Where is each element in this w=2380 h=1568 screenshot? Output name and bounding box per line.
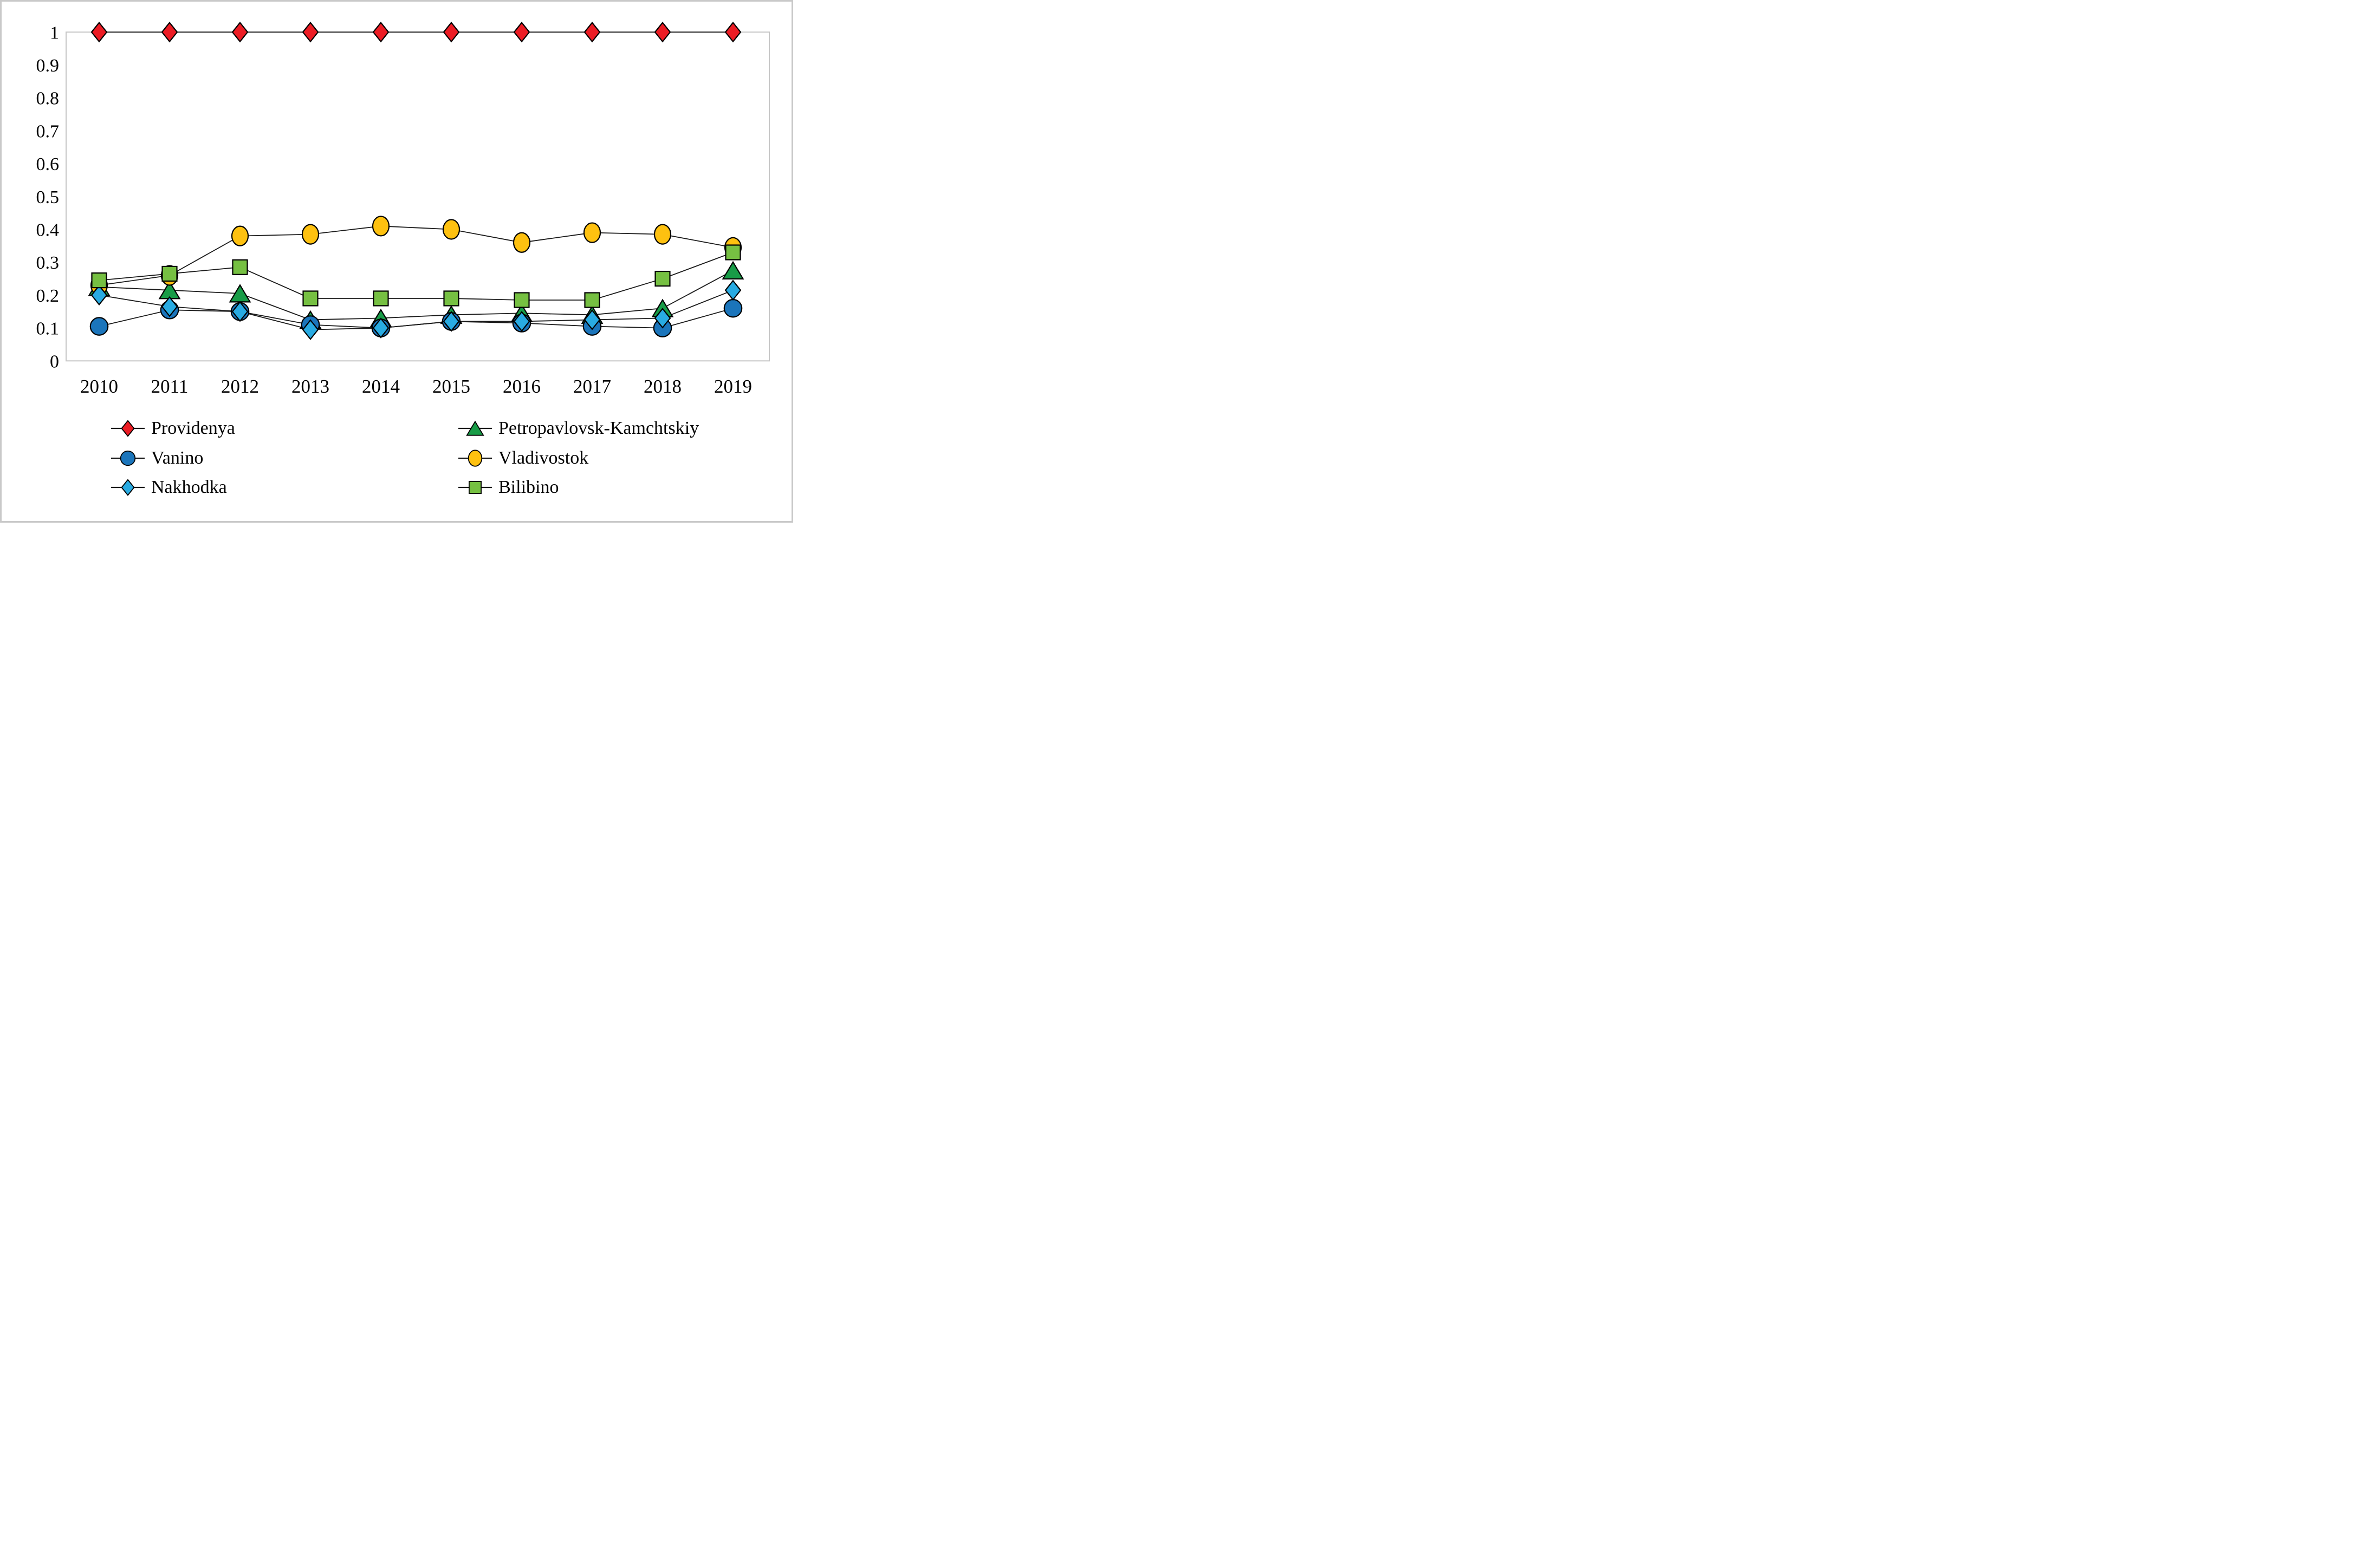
data-point-nakhodka-2013	[302, 319, 319, 340]
data-point-providenya-2015	[443, 22, 460, 43]
y-tick-label: 0.3	[36, 253, 60, 273]
data-point-petropavlovsk-kamchtskiy-2019	[722, 261, 744, 279]
data-point-nakhodka-2010	[90, 284, 108, 306]
series-line-vladivostok	[99, 225, 734, 286]
x-tick-label: 2017	[573, 376, 611, 397]
y-tick-label: 0.2	[36, 286, 60, 306]
bilibino-square-icon	[458, 481, 492, 494]
x-tick-label: 2011	[151, 376, 189, 397]
data-point-nakhodka-2014	[372, 317, 390, 339]
legend-item-bilibino: Bilibino	[455, 477, 559, 498]
vladivostok-circle-icon	[458, 450, 492, 467]
data-point-bilibino-2013	[302, 290, 319, 307]
series-markers-bilibino	[91, 244, 741, 308]
y-tick-label: 0.6	[36, 154, 60, 174]
petropavlovsk-triangle-icon	[458, 420, 492, 436]
y-tick-label: 1	[50, 23, 59, 43]
series-markers-nakhodka	[90, 279, 742, 340]
legend-item-petropavlovsk: Petropavlovsk-Kamchtskiy	[455, 418, 699, 439]
vanino-circle-icon	[111, 450, 145, 466]
data-point-bilibino-2012	[232, 259, 248, 275]
y-tick-label: 0.4	[36, 220, 60, 240]
data-point-nakhodka-2012	[231, 301, 249, 322]
y-tick-label: 0.7	[36, 121, 60, 141]
line-chart-plot: 1 0.9 0.8 0.7 0.6 0.5 0.4 0.3 0.2 0.1 0 2010 2011 201…	[36, 22, 770, 397]
x-tick-label: 2016	[503, 376, 541, 397]
y-tick-label: 0.1	[36, 319, 60, 339]
x-tick-label: 2012	[221, 376, 259, 397]
data-point-providenya-2016	[513, 22, 530, 43]
data-point-nakhodka-2011	[161, 296, 178, 317]
data-point-providenya-2014	[372, 22, 390, 43]
legend-label-vladivostok: Vladivostok	[498, 448, 589, 468]
data-point-vladivostok-2014	[372, 216, 390, 237]
data-point-nakhodka-2018	[654, 308, 671, 329]
legend-item-vanino: Vanino	[108, 447, 203, 469]
data-point-providenya-2019	[724, 22, 742, 43]
data-point-nakhodka-2019	[724, 279, 742, 301]
x-tick-label: 2018	[644, 376, 682, 397]
data-point-providenya-2013	[302, 22, 319, 43]
x-tick-label: 2019	[714, 376, 752, 397]
data-point-bilibino-2014	[373, 290, 389, 307]
data-point-providenya-2012	[231, 22, 249, 43]
data-point-vladivostok-2018	[653, 224, 672, 245]
data-point-bilibino-2019	[725, 244, 741, 261]
data-point-bilibino-2015	[443, 290, 459, 307]
data-point-vladivostok-2017	[583, 222, 601, 243]
series-line-petropavlovsk-kamchtskiy	[99, 270, 734, 321]
y-tick-label: 0	[50, 352, 59, 372]
series-line-bilibino	[99, 252, 734, 301]
data-point-bilibino-2018	[654, 270, 671, 287]
y-tick-label: 0.5	[36, 187, 60, 207]
data-point-nakhodka-2016	[513, 311, 530, 332]
legend-label-nakhodka: Nakhodka	[151, 477, 227, 497]
legend-label-providenya: Providenya	[151, 418, 235, 438]
legend-label-bilibino: Bilibino	[498, 477, 559, 497]
legend-label-vanino: Vanino	[151, 448, 204, 468]
legend-item-nakhodka: Nakhodka	[108, 477, 227, 498]
providenya-diamond-icon	[111, 420, 145, 437]
data-point-vladivostok-2016	[513, 232, 531, 253]
data-point-providenya-2018	[654, 22, 671, 43]
legend-label-petropavlovsk: Petropavlovsk-Kamchtskiy	[498, 418, 699, 438]
series-markers-providenya	[90, 22, 742, 43]
x-tick-label: 2013	[291, 376, 329, 397]
data-point-vanino-2019	[723, 298, 743, 318]
data-point-providenya-2017	[583, 22, 601, 43]
data-point-vanino-2010	[89, 317, 109, 336]
data-point-bilibino-2010	[91, 272, 107, 289]
y-tick-label: 0.9	[36, 56, 60, 76]
x-tick-label: 2010	[80, 376, 118, 397]
data-point-providenya-2010	[90, 22, 108, 43]
data-point-bilibino-2017	[584, 292, 600, 308]
series-line-nakhodka	[99, 289, 734, 330]
legend-item-vladivostok: Vladivostok	[455, 447, 588, 469]
data-point-nakhodka-2015	[443, 311, 460, 332]
legend-item-providenya: Providenya	[108, 418, 235, 439]
data-point-nakhodka-2017	[583, 309, 601, 330]
data-point-vladivostok-2013	[301, 224, 320, 245]
x-tick-label: 2014	[362, 376, 400, 397]
data-point-providenya-2011	[161, 22, 178, 43]
data-point-vladivostok-2015	[442, 219, 461, 240]
data-point-bilibino-2016	[514, 292, 530, 308]
chart-figure: 1 0.9 0.8 0.7 0.6 0.5 0.4 0.3 0.2 0.1 0 2010 2011 201…	[0, 0, 793, 523]
x-tick-label: 2015	[432, 376, 470, 397]
nakhodka-diamond-icon	[111, 479, 145, 496]
data-point-bilibino-2011	[161, 265, 178, 282]
y-tick-label: 0.8	[36, 89, 60, 109]
data-point-vladivostok-2012	[231, 225, 249, 246]
